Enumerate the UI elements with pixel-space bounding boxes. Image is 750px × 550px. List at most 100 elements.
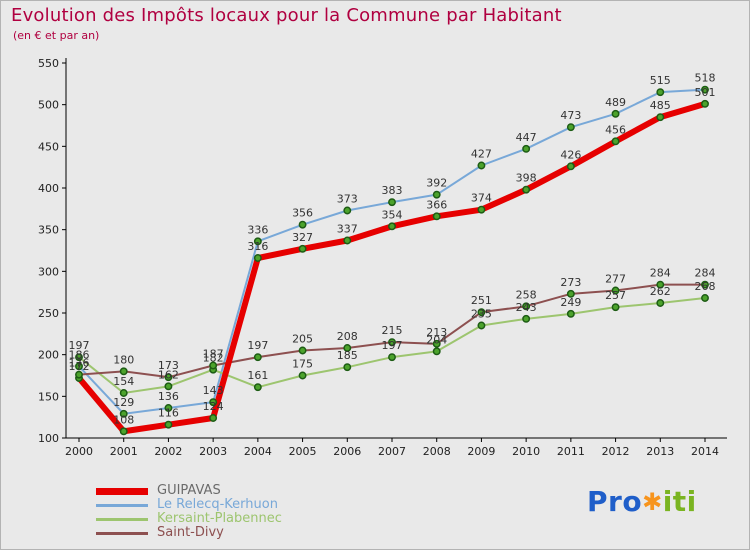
data-point (253, 254, 262, 262)
data-point (164, 420, 173, 429)
data-point (566, 162, 575, 171)
x-tick-label: 2001 (110, 445, 138, 458)
x-tick-label: 2008 (423, 445, 451, 458)
data-point (119, 389, 128, 397)
data-point (701, 99, 709, 108)
value-label: 172 (69, 360, 90, 373)
value-label: 182 (203, 352, 224, 365)
data-point (119, 427, 128, 436)
data-point (477, 308, 486, 317)
data-point (298, 220, 307, 229)
value-label: 249 (560, 296, 581, 309)
data-point (209, 398, 218, 407)
value-label: 473 (560, 109, 581, 122)
x-tick-label: 2012 (602, 445, 630, 458)
data-point (388, 353, 396, 362)
x-tick-label: 2014 (691, 445, 719, 458)
data-point (164, 382, 173, 391)
data-point (701, 280, 709, 289)
data-point (75, 362, 83, 371)
data-point (388, 198, 396, 207)
x-tick-label: 2013 (646, 445, 674, 458)
value-label: 518 (695, 72, 716, 85)
value-label: 489 (605, 96, 626, 109)
value-label: 426 (560, 148, 581, 161)
data-point (522, 302, 531, 311)
value-label: 284 (650, 267, 671, 280)
legend-label-kersaint-plabennec: Kersaint-Plabennec (157, 511, 282, 526)
value-label: 116 (158, 407, 179, 420)
data-point (432, 347, 441, 356)
value-label: 187 (203, 348, 224, 361)
value-label: 213 (426, 326, 447, 339)
value-label: 208 (337, 330, 358, 343)
value-label: 392 (426, 177, 447, 190)
value-label: 374 (471, 192, 492, 205)
value-label: 373 (337, 193, 358, 206)
x-tick-label: 2000 (65, 445, 93, 458)
x-tick-label: 2005 (289, 445, 317, 458)
data-point (119, 409, 128, 418)
data-point (343, 363, 352, 372)
value-label: 456 (605, 123, 626, 136)
value-label: 337 (337, 223, 358, 236)
data-point (656, 88, 665, 97)
data-point (432, 190, 441, 199)
data-point (343, 236, 352, 245)
value-label: 197 (247, 339, 268, 352)
x-tick-label: 2011 (557, 445, 585, 458)
data-point (656, 113, 665, 122)
value-label: 197 (382, 339, 403, 352)
value-label: 154 (113, 375, 134, 388)
data-point (298, 346, 307, 355)
value-label: 398 (516, 172, 537, 185)
value-label: 243 (516, 301, 537, 314)
value-label: 235 (471, 308, 492, 321)
data-point (611, 303, 620, 312)
y-tick-label: 550 (38, 57, 59, 70)
value-label: 124 (203, 400, 224, 413)
data-point (75, 370, 83, 379)
value-label: 262 (650, 285, 671, 298)
y-tick-label: 450 (38, 140, 59, 153)
legend-swatch-saint-divy (96, 531, 148, 535)
data-point (388, 338, 396, 347)
value-label: 251 (471, 294, 492, 307)
data-point (701, 294, 709, 302)
value-label: 136 (158, 390, 179, 403)
value-label: 257 (605, 289, 626, 302)
data-point (477, 321, 486, 330)
data-point (432, 212, 441, 221)
x-tick-label: 2002 (154, 445, 182, 458)
data-point (522, 144, 531, 153)
x-tick-label: 2004 (244, 445, 272, 458)
data-point (164, 373, 173, 382)
value-label: 447 (516, 131, 537, 144)
value-label: 162 (158, 368, 179, 381)
data-point (119, 367, 128, 376)
value-label: 501 (695, 86, 716, 99)
value-label: 205 (292, 333, 313, 346)
y-tick-label: 350 (38, 224, 59, 237)
legend-label-guipavas: GUIPAVAS (157, 483, 221, 498)
data-point (522, 314, 531, 323)
logo-text-pro: Pro (587, 485, 643, 518)
data-point (611, 137, 620, 146)
data-point (611, 109, 620, 118)
data-point (432, 339, 441, 348)
data-point (656, 299, 665, 307)
logo-text-iti: iti (662, 485, 697, 518)
x-tick-label: 2009 (467, 445, 495, 458)
data-point (298, 244, 307, 253)
value-label: 108 (113, 413, 134, 426)
value-label: 173 (158, 359, 179, 372)
legend-item-kersaint-plabennec: Kersaint-Plabennec (96, 512, 282, 526)
series-line-0 (76, 100, 708, 435)
data-point (477, 161, 486, 170)
data-point (75, 353, 83, 362)
value-label: 327 (292, 231, 313, 244)
legend-swatch-kersaint-plabennec (96, 517, 148, 521)
chart-subtitle: (en € et par an) (13, 29, 100, 42)
value-label: 176 (69, 357, 90, 370)
data-point (209, 414, 218, 422)
